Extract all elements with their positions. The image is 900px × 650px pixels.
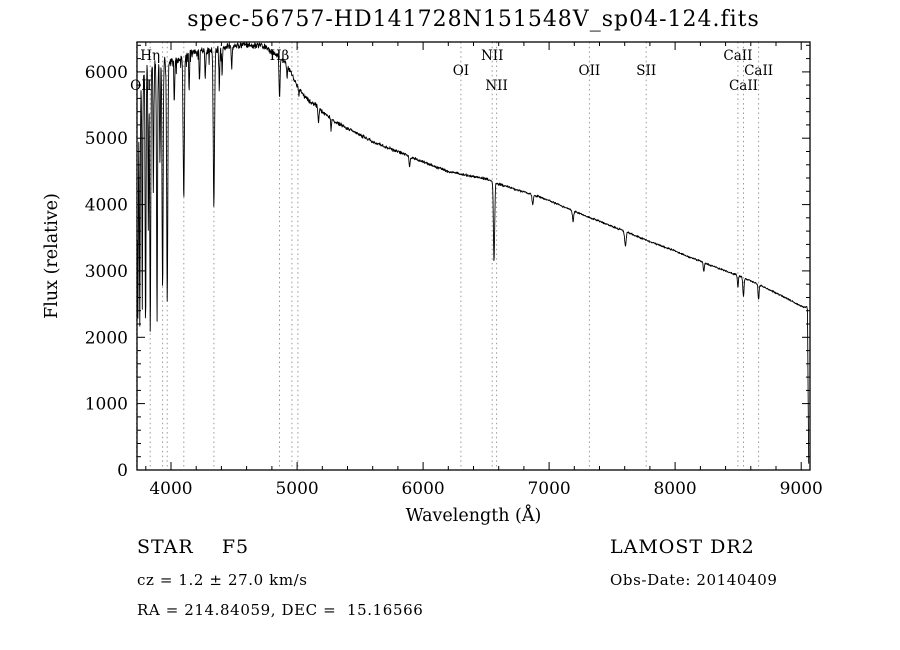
survey-label: LAMOST DR2 [610,536,755,558]
obs-date-text: Obs-Date: 20140409 [610,571,778,589]
spectral-line-label: NII [481,48,503,64]
spectral-line-label: SII [636,63,656,79]
spectral-line-label: Hβ [270,48,290,64]
svg-text:1000: 1000 [85,395,128,415]
svg-text:9000: 9000 [780,479,823,499]
svg-text:4000: 4000 [149,479,192,499]
x-axis-ticks [145,42,802,470]
spectral-line-label: OI [453,63,469,79]
spectral-line-label: CaII [729,78,758,94]
y-axis-label: Flux (relative) [42,193,62,319]
coordinates-text: RA = 214.84059, DEC = 15.16566 [137,601,424,619]
y-axis-ticks [137,44,810,458]
spectrum-line [136,42,810,464]
plot-frame [136,41,811,471]
svg-text:4000: 4000 [85,196,128,216]
svg-text:5000: 5000 [275,479,318,499]
figure-title: spec-56757-HD141728N151548V_sp04-124.fit… [187,7,760,32]
svg-text:2000: 2000 [85,328,128,348]
svg-text:0: 0 [117,461,128,481]
svg-text:6000: 6000 [85,63,128,83]
svg-text:6000: 6000 [401,479,444,499]
classification-text: STAR F5 [137,536,250,558]
spectral-line-label: Hη [140,48,160,64]
y-tick-labels: 0 1000 2000 3000 4000 5000 6000 [85,63,128,481]
x-axis-label: Wavelength (Å) [406,505,542,526]
spectral-line-label: CaII [744,63,773,79]
cz-text: cz = 1.2 ± 27.0 km/s [137,571,308,589]
svg-text:8000: 8000 [653,479,696,499]
spectral-line-label: NII [485,78,507,94]
svg-text:5000: 5000 [85,129,128,149]
spectral-line-label: OII [579,63,601,79]
spectral-line-markers [136,42,760,470]
spectral-line-label: CaII [723,48,752,64]
x-tick-labels: 4000 5000 6000 7000 8000 9000 [149,479,822,499]
svg-text:7000: 7000 [527,479,570,499]
svg-text:3000: 3000 [85,262,128,282]
